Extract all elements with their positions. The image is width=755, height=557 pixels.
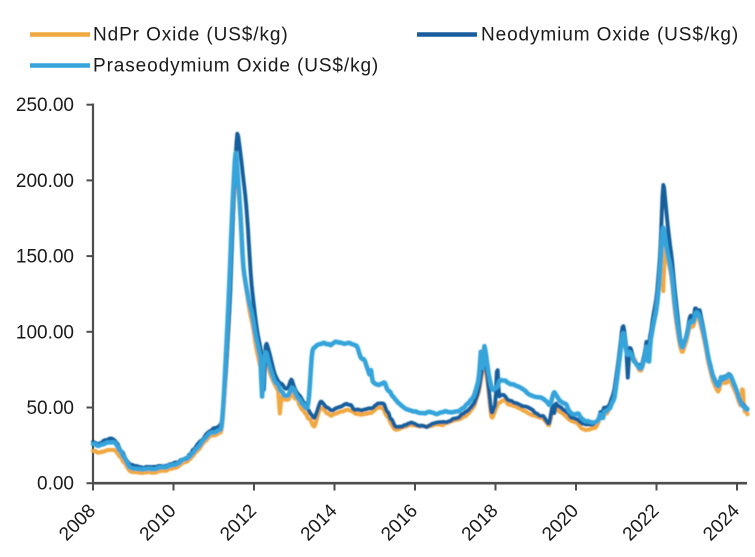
svg-text:NdPr Oxide (US$/kg): NdPr Oxide (US$/kg)	[93, 25, 289, 46]
svg-text:0.00: 0.00	[37, 474, 74, 495]
svg-text:100.00: 100.00	[16, 322, 74, 343]
svg-text:50.00: 50.00	[26, 398, 74, 419]
svg-text:Neodymium Oxide (US$/kg): Neodymium Oxide (US$/kg)	[481, 25, 739, 46]
svg-text:Praseodymium Oxide (US$/kg): Praseodymium Oxide (US$/kg)	[93, 56, 379, 77]
svg-text:250.00: 250.00	[16, 95, 74, 116]
svg-text:200.00: 200.00	[16, 171, 74, 192]
svg-text:150.00: 150.00	[16, 247, 74, 268]
